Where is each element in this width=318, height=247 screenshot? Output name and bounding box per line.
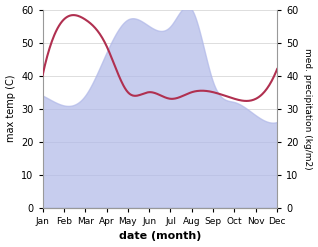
X-axis label: date (month): date (month) [119, 231, 201, 242]
Y-axis label: max temp (C): max temp (C) [5, 75, 16, 143]
Y-axis label: med. precipitation (kg/m2): med. precipitation (kg/m2) [303, 48, 313, 169]
